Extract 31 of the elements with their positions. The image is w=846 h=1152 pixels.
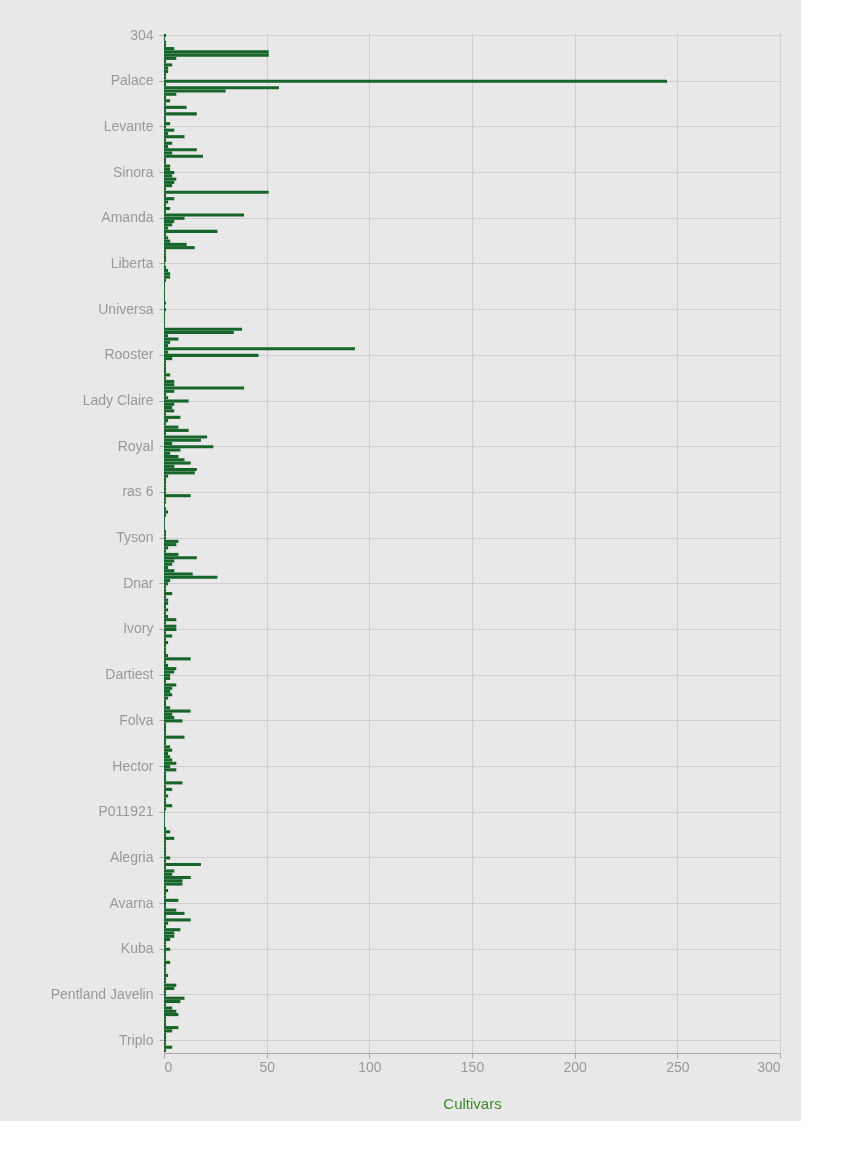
x-tick-label: 150 <box>460 1058 485 1075</box>
y-tick-label: Hector <box>112 757 154 774</box>
y-tick-label: Pentland Javelin <box>50 985 154 1002</box>
y-tick-label: Kuba <box>120 940 154 957</box>
x-tick-label: 250 <box>666 1058 690 1075</box>
y-tick-label: Liberta <box>110 254 154 271</box>
y-tick-label: 304 <box>130 26 154 43</box>
y-tick-label: Dnar <box>123 574 154 591</box>
y-tick-label: Ivory <box>123 620 154 637</box>
y-tick-label: Folva <box>119 711 154 728</box>
y-tick-label: Universa <box>98 300 154 317</box>
y-tick-label: Dartiest <box>105 666 154 683</box>
y-tick-label: Levante <box>103 117 154 134</box>
y-tick-label: Amanda <box>101 209 154 226</box>
y-tick-label: P011921 <box>98 803 154 820</box>
y-tick-label: Palace <box>110 72 154 89</box>
y-tick-label: ras 6 <box>122 483 154 500</box>
x-tick-label: 300 <box>757 1058 781 1075</box>
x-tick-label: 100 <box>358 1058 382 1075</box>
x-axis-title: Cultivars <box>443 1094 502 1112</box>
x-tick-label: 0 <box>164 1058 173 1075</box>
y-tick-label: Lady Claire <box>82 392 154 409</box>
y-tick-label: Royal <box>117 437 154 454</box>
x-tick-label: 50 <box>259 1058 276 1075</box>
y-tick-label: Rooster <box>104 346 154 363</box>
y-tick-label: Triplo <box>119 1031 154 1048</box>
y-tick-label: Sinora <box>113 163 154 180</box>
y-tick-label: Tyson <box>116 529 154 546</box>
x-tick-label: 200 <box>563 1058 588 1075</box>
y-tick-label: Alegria <box>109 848 154 865</box>
y-tick-label: Avarna <box>109 894 154 911</box>
